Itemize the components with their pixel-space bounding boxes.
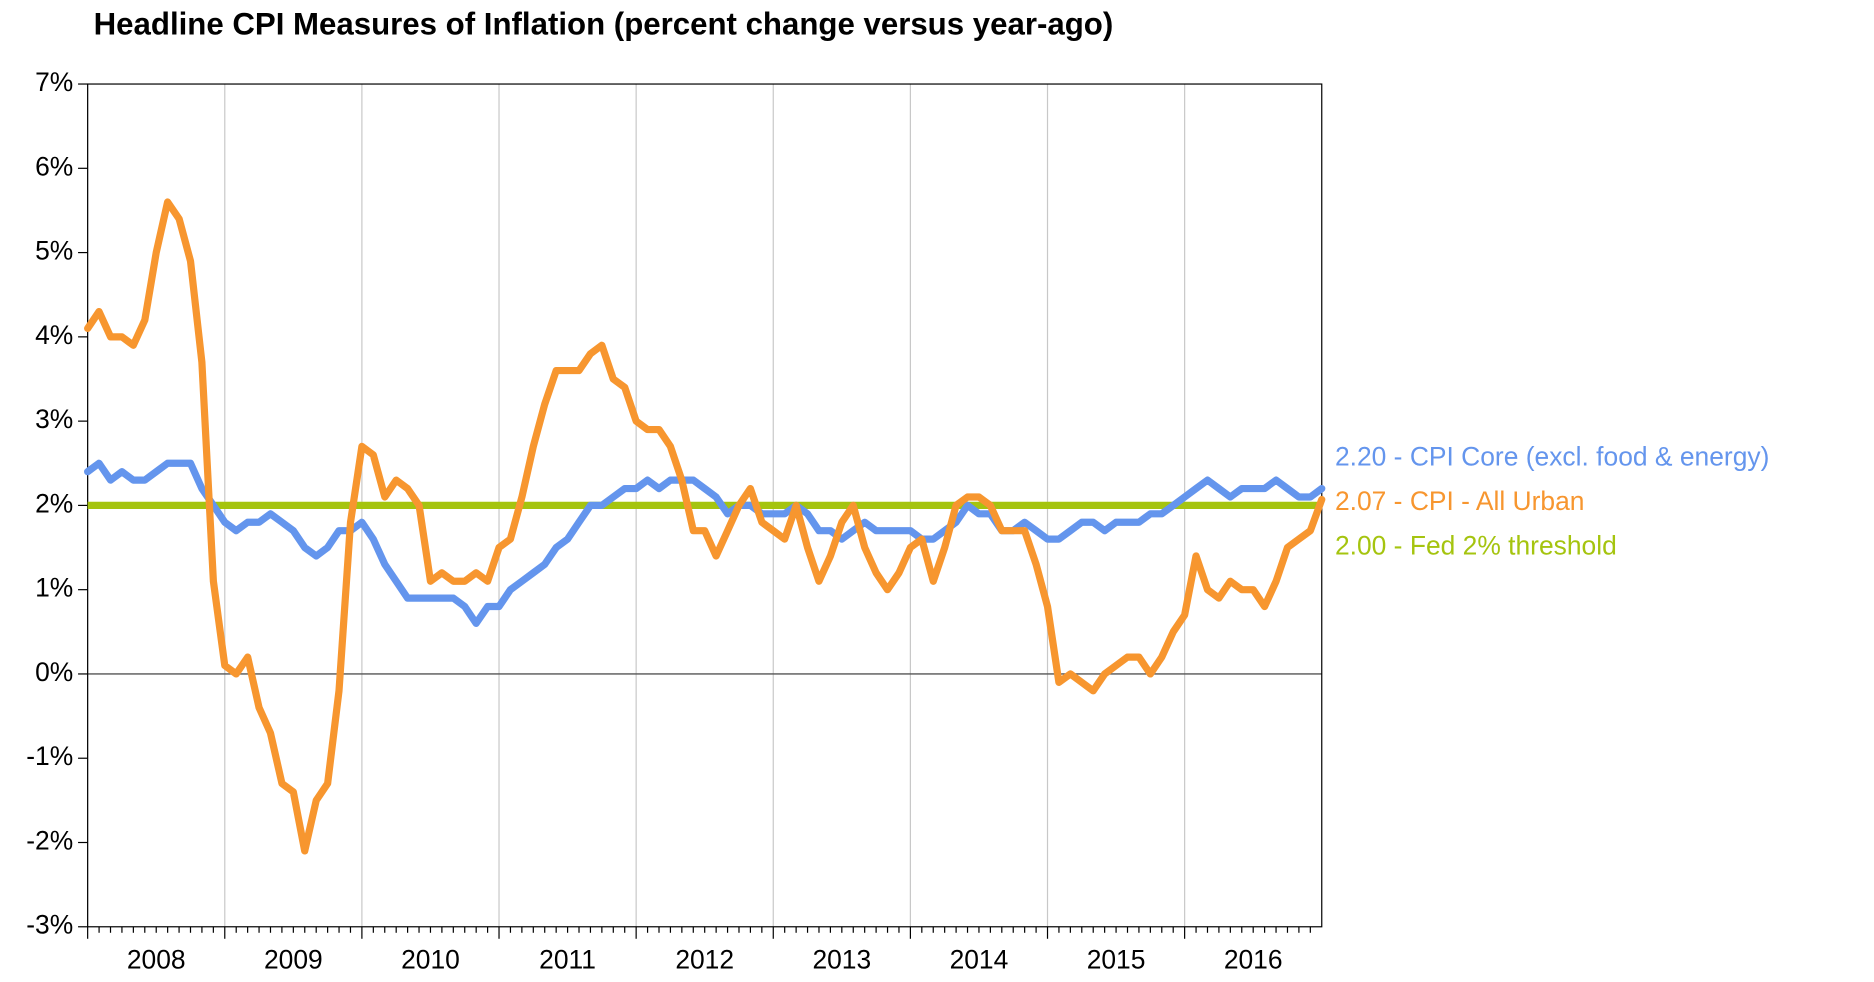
x-tick-label: 2015 [1087, 945, 1146, 975]
y-tick-label: -2% [26, 825, 73, 855]
y-tick-label: -3% [26, 910, 73, 940]
legend-label: 2.20 - CPI Core (excl. food & energy) [1335, 442, 1769, 472]
legend-label: 2.07 - CPI - All Urban [1335, 486, 1585, 516]
series-line [84, 198, 1326, 855]
x-tick-label: 2008 [127, 945, 186, 975]
y-tick-label: 7% [35, 67, 73, 97]
x-tick-label: 2014 [950, 945, 1009, 975]
legend-label: 2.00 - Fed 2% threshold [1335, 530, 1617, 560]
y-tick-label: -1% [26, 741, 73, 771]
y-tick-label: 0% [35, 657, 73, 687]
series-line [84, 459, 1326, 627]
x-tick-label: 2010 [401, 945, 460, 975]
y-tick-label: 2% [35, 488, 73, 518]
y-tick-label: 5% [35, 236, 73, 266]
y-tick-label: 6% [35, 151, 73, 181]
y-tick-label: 1% [35, 573, 73, 603]
chart-title: Headline CPI Measures of Inflation (perc… [94, 7, 1114, 42]
x-tick-label: 2013 [812, 945, 871, 975]
y-tick-label: 4% [35, 320, 73, 350]
y-tick-label: 3% [35, 404, 73, 434]
x-tick-label: 2016 [1224, 945, 1283, 975]
x-tick-label: 2009 [264, 945, 323, 975]
x-tick-label: 2011 [539, 945, 596, 975]
x-tick-label: 2012 [675, 945, 734, 975]
